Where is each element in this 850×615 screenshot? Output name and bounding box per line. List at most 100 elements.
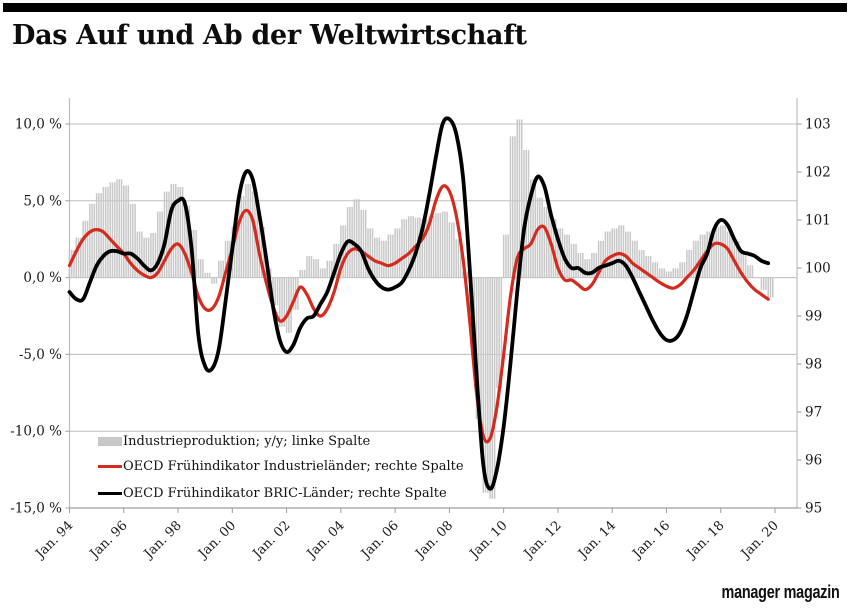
bar [123, 185, 125, 278]
bar [674, 268, 677, 278]
left-axis-label: -15,0 % [10, 501, 62, 517]
bar [511, 136, 514, 278]
right-axis-label: 98 [805, 357, 822, 373]
bar [141, 231, 143, 278]
left-axis-label: 5,0 % [23, 193, 62, 209]
bar [312, 259, 315, 278]
bar [751, 265, 754, 278]
bar [107, 186, 109, 278]
bar [355, 199, 358, 278]
right-axis-label: 97 [805, 405, 822, 421]
bar [150, 233, 152, 278]
x-axis-label: Jan. 94 [32, 518, 77, 563]
bar [658, 268, 661, 278]
bar [211, 277, 213, 284]
bar [403, 219, 405, 278]
bar [532, 179, 534, 278]
bar [301, 269, 304, 278]
bar [710, 231, 713, 278]
bar [738, 240, 740, 278]
bar [208, 272, 211, 278]
bar [487, 277, 489, 493]
bar [699, 234, 702, 278]
bar [530, 179, 532, 278]
bar [242, 196, 245, 278]
bar [747, 265, 749, 278]
bar [516, 119, 518, 278]
bar [362, 210, 365, 278]
bar [353, 199, 356, 278]
bar [586, 259, 589, 278]
bar [217, 260, 220, 278]
bar [324, 268, 326, 278]
bar [247, 183, 249, 278]
left-axis-label: -10,0 % [10, 424, 62, 440]
bar [405, 219, 408, 278]
left-axis-label: 0,0 % [23, 270, 62, 286]
bar [270, 268, 272, 278]
right-axis-label: 101 [805, 213, 831, 229]
red-line-swatch-icon [98, 464, 123, 468]
bar [448, 222, 451, 278]
bar [276, 277, 279, 306]
x-axis-label: Jan. 10 [466, 518, 511, 563]
axes [65, 98, 802, 513]
x-axis-label: Jan. 98 [140, 518, 185, 563]
bar [134, 203, 136, 278]
bar [724, 225, 727, 278]
bar [138, 231, 141, 278]
bar [602, 240, 604, 278]
x-axis-label: Jan. 04 [303, 518, 348, 563]
bar [609, 231, 611, 278]
bar [649, 256, 652, 278]
bar [509, 136, 512, 278]
bar [636, 240, 638, 278]
bar [145, 237, 148, 278]
bar [175, 183, 177, 278]
bar [428, 216, 430, 278]
bar [708, 231, 711, 278]
bar [113, 182, 116, 278]
bar [281, 277, 283, 327]
bar [496, 277, 498, 389]
bar [371, 228, 374, 278]
bar [559, 228, 561, 278]
bar [202, 259, 204, 278]
bar [364, 210, 367, 278]
bar [260, 226, 263, 278]
bar [584, 259, 586, 278]
bar [283, 277, 286, 327]
bar [482, 277, 485, 493]
bar [181, 186, 184, 278]
bar [195, 229, 197, 278]
bar [760, 277, 763, 290]
bar [369, 228, 371, 278]
bar [573, 243, 575, 278]
bar [89, 203, 91, 278]
bar [502, 234, 505, 278]
bar [679, 262, 681, 278]
bar [394, 228, 396, 278]
bar [667, 271, 670, 278]
bar [251, 191, 254, 278]
bar [127, 185, 130, 278]
bar [168, 191, 170, 278]
bar [493, 277, 496, 499]
bar [762, 277, 765, 290]
bar [77, 237, 80, 278]
bar [86, 220, 89, 278]
bar [421, 219, 423, 278]
bar [654, 262, 656, 278]
bar [521, 119, 523, 278]
x-axis-label: Jan. 20 [737, 518, 782, 563]
bar [306, 256, 308, 278]
legend-item-oecd-industrielaender: OECD Frühindikator Industrieländer; rech… [98, 456, 464, 476]
bar [186, 205, 188, 278]
bar [91, 203, 93, 278]
x-axis-label: Jan. 18 [683, 518, 728, 563]
bar [322, 268, 324, 278]
bar [597, 240, 600, 278]
bar [116, 179, 118, 278]
bar [606, 231, 609, 278]
